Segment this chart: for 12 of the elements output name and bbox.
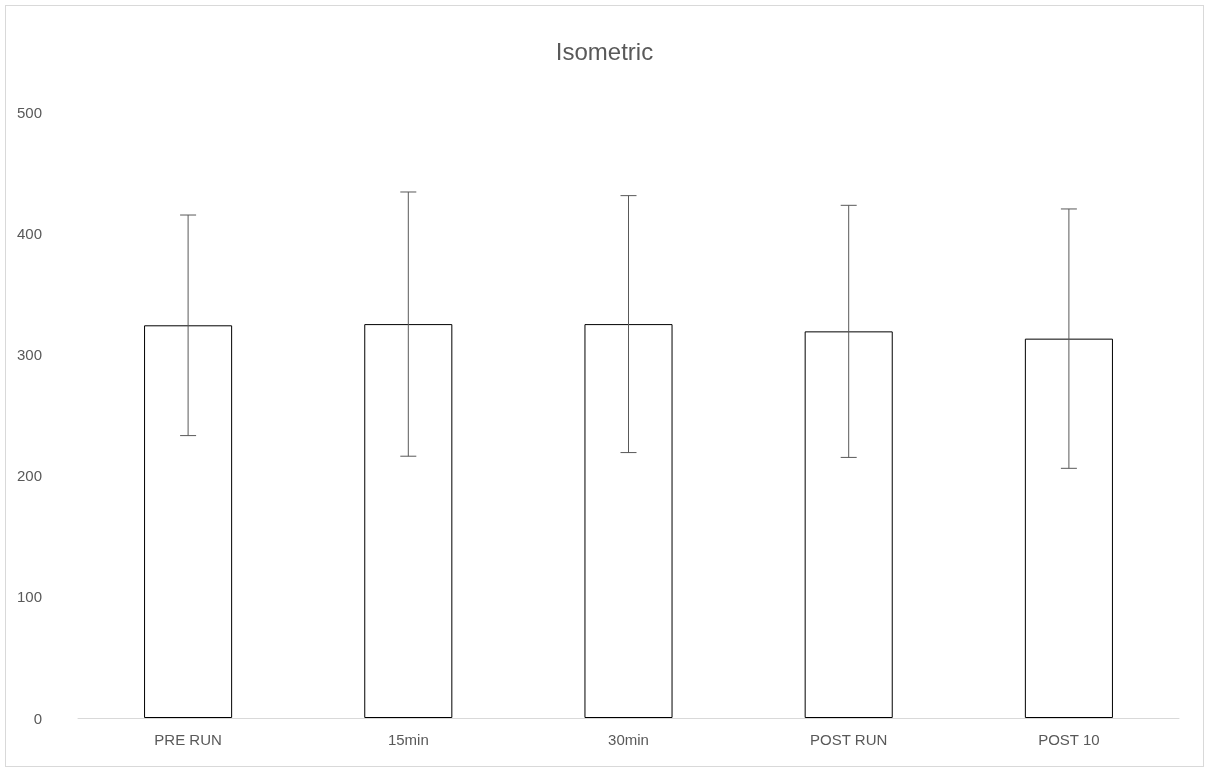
chart-title: Isometric bbox=[555, 37, 654, 65]
x-tick-label: PRE RUN bbox=[154, 731, 222, 748]
y-tick-label: 200 bbox=[16, 467, 42, 485]
x-tick-label: POST 10 bbox=[1038, 731, 1100, 748]
y-tick-label: 0 bbox=[33, 709, 42, 727]
y-tick-label: 400 bbox=[16, 224, 42, 242]
x-tick-label: 15min bbox=[387, 731, 429, 748]
x-tick-label: POST RUN bbox=[810, 731, 888, 748]
y-tick-label: 500 bbox=[16, 103, 42, 121]
x-tick-label: 30min bbox=[608, 731, 649, 748]
y-tick-label: 300 bbox=[16, 345, 42, 363]
y-tick-label: 100 bbox=[16, 588, 42, 606]
